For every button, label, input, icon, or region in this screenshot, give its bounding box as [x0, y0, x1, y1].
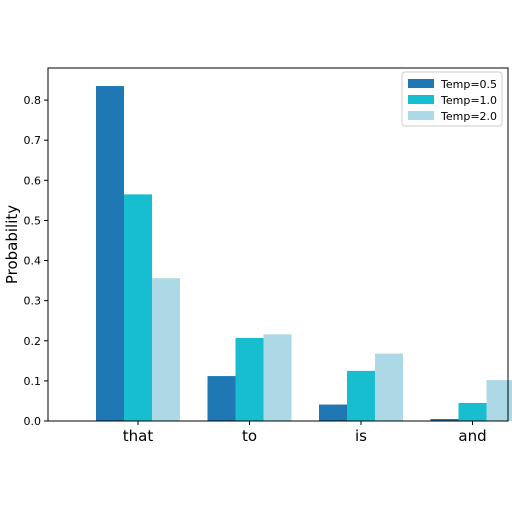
bar-that-series-2: [152, 278, 180, 421]
bar-and-series-1: [458, 402, 487, 421]
x-tick-label-that: that: [123, 427, 154, 445]
x-tick-label-and: and: [458, 427, 486, 445]
y-tick-label: 0.1: [24, 375, 42, 388]
bar-to-series-2: [263, 334, 292, 421]
legend-label: Temp=0.5: [440, 78, 497, 91]
y-tick-label: 0.8: [24, 94, 42, 107]
y-tick-label: 0.7: [24, 134, 42, 147]
bar-that-series-1: [124, 194, 152, 421]
y-tick-label: 0.2: [24, 335, 42, 348]
x-tick-label-to: to: [242, 427, 257, 445]
legend-swatch: [408, 111, 434, 120]
y-axis: 0.0 0.1 0.2 0.3 0.4 0.5 0.6 0.7 0.8: [24, 94, 48, 428]
y-tick-label: 0.0: [24, 415, 42, 428]
legend: Temp=0.5 Temp=1.0 Temp=2.0: [401, 71, 503, 127]
legend-label: Temp=1.0: [440, 94, 497, 107]
plot-frame: [47, 67, 509, 422]
legend-label: Temp=2.0: [440, 110, 497, 123]
x-axis: that to is and: [123, 421, 487, 445]
y-tick-label: 0.6: [24, 174, 42, 187]
legend-swatch: [408, 95, 434, 104]
bar-and-series-0: [430, 418, 459, 421]
bar-is-series-1: [347, 370, 375, 421]
bars-group: [96, 86, 512, 421]
y-axis-title: Probability: [3, 205, 21, 284]
bar-is-series-0: [319, 404, 347, 421]
legend-swatch: [408, 79, 434, 88]
y-tick-label: 0.4: [24, 255, 42, 268]
y-tick-label: 0.3: [24, 295, 42, 308]
bar-that-series-0: [96, 86, 124, 421]
y-tick-label: 0.5: [24, 214, 42, 227]
x-tick-label-is: is: [355, 427, 367, 445]
bar-to-series-0: [207, 376, 236, 421]
bar-is-series-2: [375, 353, 403, 421]
bar-to-series-1: [235, 337, 264, 421]
